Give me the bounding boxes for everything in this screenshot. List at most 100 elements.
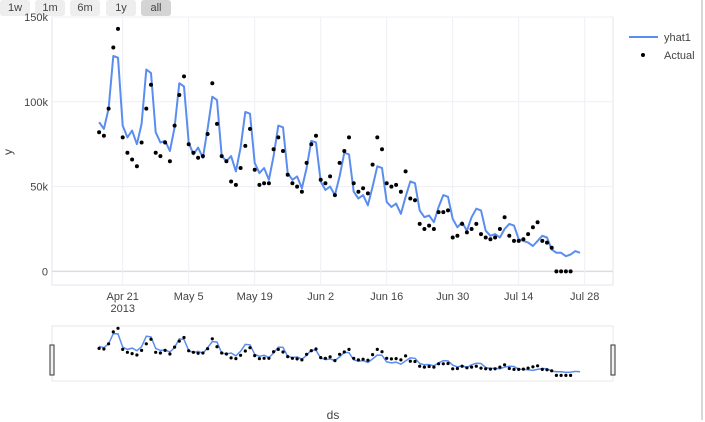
data-point-actual bbox=[238, 166, 243, 170]
data-point-actual bbox=[479, 232, 483, 237]
mini-point-actual bbox=[361, 357, 365, 361]
mini-point-actual bbox=[380, 350, 384, 354]
data-point-actual bbox=[450, 235, 455, 240]
mini-point-actual bbox=[286, 355, 290, 359]
mini-point-actual bbox=[550, 369, 554, 373]
x-tick-label: Jun 16 bbox=[370, 291, 403, 303]
legend-yhat1-label[interactable]: yhat1 bbox=[664, 32, 691, 44]
mini-point-actual bbox=[465, 366, 469, 370]
mini-point-actual bbox=[305, 352, 309, 356]
x-tick-label: Jun 2 bbox=[307, 291, 334, 303]
mini-point-actual bbox=[531, 365, 535, 369]
mini-point-actual bbox=[408, 359, 412, 363]
data-point-actual bbox=[540, 238, 545, 243]
data-point-actual bbox=[210, 81, 215, 86]
mini-point-actual bbox=[158, 351, 162, 355]
mini-point-actual bbox=[521, 367, 526, 371]
y-axis-title: y bbox=[1, 149, 15, 155]
data-point-actual bbox=[389, 184, 394, 189]
data-point-actual bbox=[304, 160, 309, 165]
mini-point-actual bbox=[125, 350, 129, 354]
mini-point-actual bbox=[399, 358, 403, 362]
data-point-actual bbox=[408, 196, 413, 201]
data-point-actual bbox=[139, 140, 144, 145]
mini-point-actual bbox=[267, 356, 271, 360]
mini-point-actual bbox=[144, 342, 148, 346]
data-point-actual bbox=[422, 227, 427, 231]
mini-point-actual bbox=[163, 348, 167, 352]
mini-point-actual bbox=[116, 326, 120, 330]
data-point-actual bbox=[375, 135, 380, 140]
data-point-actual bbox=[229, 179, 234, 184]
x-tick-sublabel: 2013 bbox=[110, 303, 134, 315]
data-point-actual bbox=[243, 143, 248, 148]
data-point-actual bbox=[417, 221, 422, 226]
data-point-actual bbox=[337, 160, 342, 165]
mini-point-actual bbox=[290, 356, 294, 360]
data-point-actual bbox=[285, 172, 290, 177]
range-button-1y[interactable]: 1y bbox=[106, 0, 136, 16]
mini-point-actual bbox=[526, 366, 530, 370]
data-point-actual bbox=[233, 182, 238, 187]
legend-actual-label[interactable]: Actual bbox=[664, 50, 695, 62]
data-point-actual bbox=[351, 181, 356, 186]
data-point-actual bbox=[271, 147, 276, 152]
plot-area bbox=[51, 16, 614, 286]
data-point-actual bbox=[281, 149, 285, 153]
range-slider-left-handle[interactable] bbox=[49, 344, 55, 376]
range-slider[interactable] bbox=[49, 325, 616, 382]
range-slider-preview bbox=[97, 326, 581, 377]
data-point-actual bbox=[413, 198, 417, 203]
data-point-actual bbox=[130, 157, 135, 162]
data-point-actual bbox=[224, 159, 229, 164]
x-tick-label: May 19 bbox=[237, 291, 273, 303]
mini-point-actual bbox=[328, 355, 332, 359]
range-button-6m[interactable]: 6m bbox=[70, 0, 100, 16]
legend-actual-swatch bbox=[641, 53, 645, 57]
y-tick-label: 0 bbox=[42, 266, 48, 278]
data-point-actual bbox=[101, 133, 106, 138]
mini-point-actual bbox=[375, 347, 379, 351]
data-point-actual bbox=[290, 181, 295, 186]
mini-point-actual bbox=[540, 367, 544, 371]
series-line-yhat1 bbox=[98, 55, 581, 258]
data-point-actual bbox=[215, 121, 219, 126]
y-axis-ticks: 0 50k 100k 150k bbox=[24, 12, 48, 278]
range-button-1w[interactable]: 1w bbox=[0, 0, 30, 16]
mini-point-actual bbox=[135, 353, 139, 357]
data-point-actual bbox=[507, 233, 512, 238]
data-point-actual bbox=[365, 191, 370, 196]
mini-point-actual bbox=[512, 367, 516, 371]
data-point-actual bbox=[455, 233, 460, 238]
data-point-actual bbox=[314, 133, 318, 138]
data-point-actual bbox=[299, 189, 304, 194]
range-button-all[interactable]: all bbox=[141, 0, 171, 16]
mini-point-actual bbox=[220, 351, 224, 355]
legend: yhat1 Actual bbox=[629, 32, 695, 62]
data-point-actual bbox=[309, 142, 314, 147]
data-point-actual bbox=[116, 26, 120, 31]
data-point-actual bbox=[134, 164, 139, 169]
x-tick-label: Apr 21 bbox=[107, 291, 139, 303]
data-point-actual bbox=[436, 210, 441, 215]
data-point-actual bbox=[398, 189, 403, 194]
x-tick-label: Jul 14 bbox=[504, 291, 533, 303]
data-point-actual bbox=[361, 186, 366, 191]
range-button-1m[interactable]: 1m bbox=[35, 0, 65, 16]
data-point-actual bbox=[153, 150, 158, 155]
range-slider-track[interactable] bbox=[51, 325, 614, 382]
mini-point-actual bbox=[470, 365, 474, 369]
mini-point-actual bbox=[272, 350, 276, 354]
mini-point-actual bbox=[437, 362, 441, 366]
mini-point-actual bbox=[371, 353, 375, 357]
mini-point-actual bbox=[517, 367, 521, 371]
data-point-actual bbox=[248, 126, 252, 131]
data-point-actual bbox=[446, 208, 450, 213]
range-slider-right-handle[interactable] bbox=[610, 344, 616, 376]
mini-point-actual bbox=[323, 356, 327, 360]
mini-point-actual bbox=[239, 353, 243, 357]
data-point-actual bbox=[493, 235, 498, 240]
mini-point-actual bbox=[257, 357, 261, 361]
data-point-actual bbox=[460, 221, 465, 226]
mini-point-actual bbox=[248, 346, 252, 350]
